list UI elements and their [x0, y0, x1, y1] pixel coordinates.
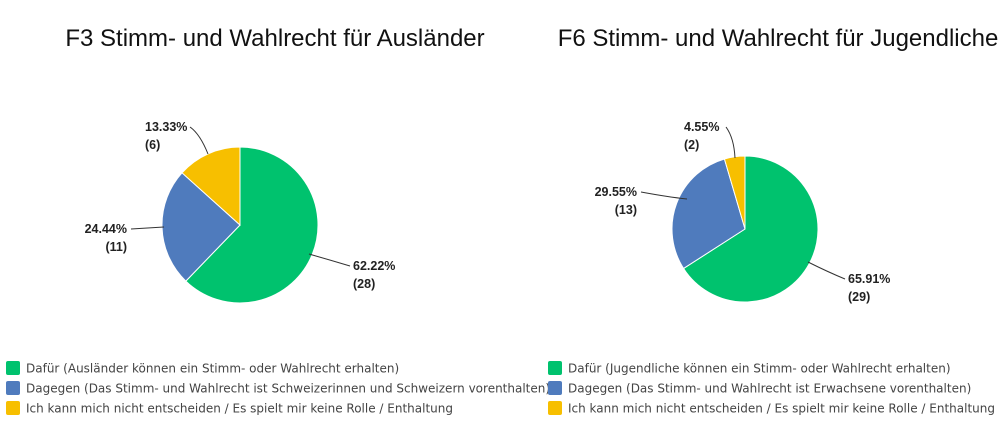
pie-slice-dafuer — [185, 146, 319, 304]
data-label-percent: 65.91% — [848, 272, 890, 286]
legend-item-enthaltung: Ich kann mich nicht entscheiden / Es spi… — [6, 401, 453, 416]
pie-chart-2: F6 Stimm- und Wahlrecht für Jugendliche 6… — [548, 25, 998, 416]
legend-label: Ich kann mich nicht entscheiden / Es spi… — [26, 402, 453, 416]
pie-slice-dagegen — [161, 172, 241, 282]
legend-swatch — [548, 401, 562, 415]
chart-title: F3 Stimm- und Wahlrecht für Ausländer — [65, 25, 484, 52]
legend-swatch — [548, 361, 562, 375]
leader-line — [640, 191, 688, 200]
chart-title: F6 Stimm- und Wahlrecht für Jugendliche — [558, 25, 999, 52]
legend-item-dafuer: Dafür (Jugendliche können ein Stimm- ode… — [548, 361, 951, 376]
data-label-percent: 4.55% — [684, 120, 719, 134]
legend-swatch — [548, 381, 562, 395]
legend-item-enthaltung: Ich kann mich nicht entscheiden / Es spi… — [548, 401, 995, 416]
legend-item-dafuer: Dafür (Ausländer können ein Stimm- oder … — [6, 361, 399, 376]
legend-label: Ich kann mich nicht entscheiden / Es spi… — [568, 402, 995, 416]
data-label-count: (29) — [848, 290, 870, 304]
leader-line — [807, 261, 846, 280]
data-label-count: (6) — [145, 138, 160, 152]
data-label-percent: 62.22% — [353, 259, 395, 273]
data-label-count: (13) — [615, 203, 637, 217]
legend-label: Dagegen (Das Stimm- und Wahlrecht ist Er… — [568, 382, 971, 396]
leader-line — [130, 226, 165, 230]
legend-swatch — [6, 401, 20, 415]
legend-item-dagegen: Dagegen (Das Stimm- und Wahlrecht ist Er… — [548, 381, 971, 396]
data-label-count: (28) — [353, 277, 375, 291]
pie-slice-dagegen — [671, 158, 746, 270]
leader-line — [189, 126, 209, 155]
legend-swatch — [6, 361, 20, 375]
legend-swatch — [6, 381, 20, 395]
data-label-percent: 24.44% — [85, 222, 127, 236]
legend-item-dagegen: Dagegen (Das Stimm- und Wahlrecht ist Sc… — [6, 381, 550, 396]
leader-line — [725, 126, 736, 159]
legend-label: Dafür (Jugendliche können ein Stimm- ode… — [568, 362, 951, 376]
pie-slice-dafuer — [682, 155, 819, 303]
data-label-count: (2) — [684, 138, 699, 152]
legend-label: Dafür (Ausländer können ein Stimm- oder … — [26, 362, 399, 376]
legend-label: Dagegen (Das Stimm- und Wahlrecht ist Sc… — [26, 382, 550, 396]
data-label-percent: 13.33% — [145, 120, 187, 134]
leader-line — [308, 253, 351, 267]
data-label-percent: 29.55% — [595, 185, 637, 199]
data-label-count: (11) — [105, 240, 127, 254]
pie-chart-1: F3 Stimm- und Wahlrecht für Ausländer 62.… — [6, 25, 550, 416]
